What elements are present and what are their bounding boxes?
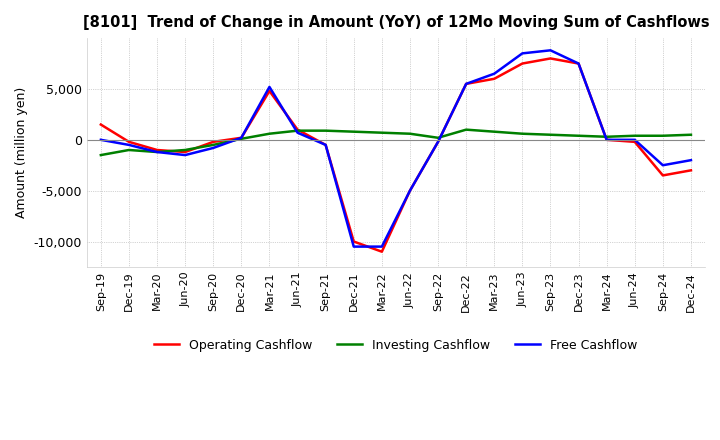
Operating Cashflow [546, 56, 555, 61]
Investing Cashflow [631, 133, 639, 139]
Free Cashflow [293, 130, 302, 136]
Operating Cashflow [377, 249, 386, 254]
Operating Cashflow [687, 168, 696, 173]
Investing Cashflow [687, 132, 696, 137]
Investing Cashflow [377, 130, 386, 136]
Investing Cashflow [125, 147, 133, 153]
Operating Cashflow [181, 150, 189, 155]
Free Cashflow [377, 244, 386, 249]
Investing Cashflow [321, 128, 330, 133]
Operating Cashflow [490, 76, 498, 81]
Operating Cashflow [603, 137, 611, 143]
Investing Cashflow [293, 128, 302, 133]
Operating Cashflow [575, 61, 583, 66]
Free Cashflow [490, 71, 498, 77]
Investing Cashflow [603, 134, 611, 139]
Investing Cashflow [209, 142, 217, 147]
Operating Cashflow [321, 142, 330, 147]
Investing Cashflow [405, 131, 414, 136]
Operating Cashflow [209, 139, 217, 144]
Free Cashflow [659, 163, 667, 168]
Investing Cashflow [96, 152, 105, 158]
Line: Operating Cashflow: Operating Cashflow [101, 59, 691, 252]
Operating Cashflow [153, 147, 161, 153]
Investing Cashflow [490, 129, 498, 134]
Investing Cashflow [462, 127, 470, 132]
Operating Cashflow [96, 122, 105, 127]
Free Cashflow [603, 137, 611, 143]
Operating Cashflow [405, 188, 414, 193]
Operating Cashflow [237, 135, 246, 140]
Free Cashflow [209, 145, 217, 150]
Investing Cashflow [349, 129, 358, 134]
Investing Cashflow [265, 131, 274, 136]
Operating Cashflow [631, 139, 639, 144]
Y-axis label: Amount (million yen): Amount (million yen) [15, 87, 28, 218]
Investing Cashflow [546, 132, 555, 137]
Operating Cashflow [349, 239, 358, 244]
Title: [8101]  Trend of Change in Amount (YoY) of 12Mo Moving Sum of Cashflows: [8101] Trend of Change in Amount (YoY) o… [83, 15, 709, 30]
Line: Investing Cashflow: Investing Cashflow [101, 130, 691, 155]
Line: Free Cashflow: Free Cashflow [101, 50, 691, 246]
Free Cashflow [433, 139, 442, 144]
Free Cashflow [153, 150, 161, 155]
Free Cashflow [181, 152, 189, 158]
Operating Cashflow [518, 61, 526, 66]
Free Cashflow [405, 188, 414, 193]
Investing Cashflow [575, 133, 583, 139]
Operating Cashflow [433, 139, 442, 144]
Free Cashflow [546, 48, 555, 53]
Free Cashflow [237, 135, 246, 140]
Free Cashflow [321, 142, 330, 147]
Free Cashflow [125, 142, 133, 147]
Operating Cashflow [265, 88, 274, 94]
Investing Cashflow [153, 150, 161, 155]
Investing Cashflow [433, 135, 442, 140]
Operating Cashflow [659, 173, 667, 178]
Legend: Operating Cashflow, Investing Cashflow, Free Cashflow: Operating Cashflow, Investing Cashflow, … [149, 334, 643, 357]
Free Cashflow [575, 61, 583, 66]
Investing Cashflow [659, 133, 667, 139]
Investing Cashflow [237, 136, 246, 141]
Free Cashflow [349, 244, 358, 249]
Operating Cashflow [293, 127, 302, 132]
Investing Cashflow [181, 147, 189, 153]
Free Cashflow [462, 81, 470, 87]
Free Cashflow [518, 51, 526, 56]
Operating Cashflow [462, 81, 470, 87]
Free Cashflow [96, 137, 105, 143]
Investing Cashflow [518, 131, 526, 136]
Free Cashflow [631, 137, 639, 143]
Operating Cashflow [125, 139, 133, 144]
Free Cashflow [265, 84, 274, 90]
Free Cashflow [687, 158, 696, 163]
